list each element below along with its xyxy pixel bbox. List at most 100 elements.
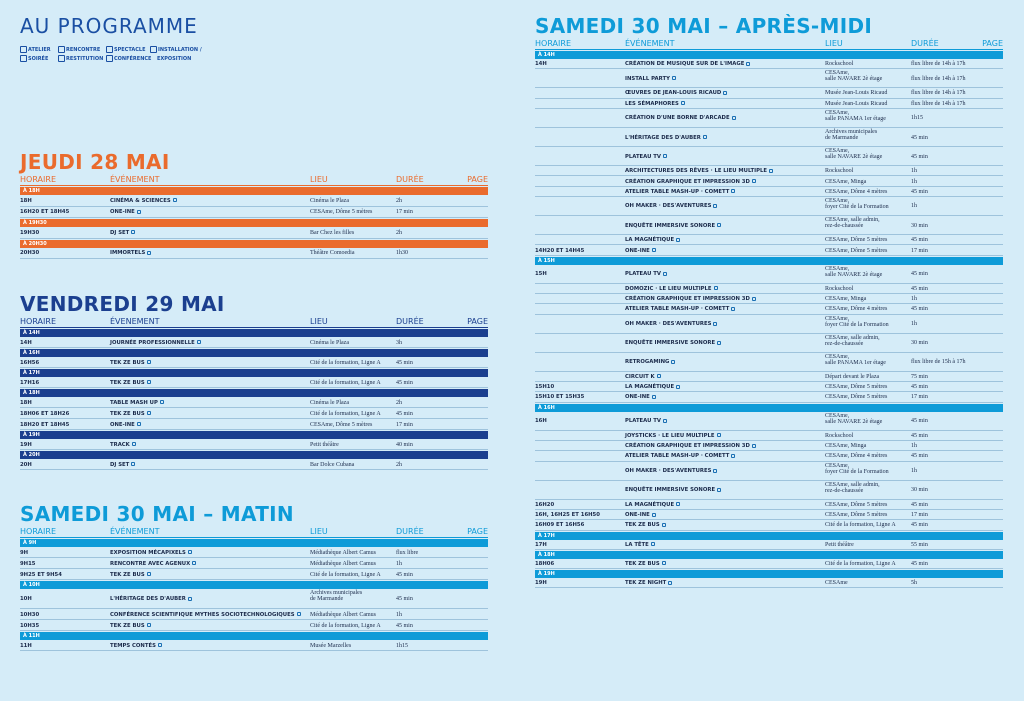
row-event: L'HÉRITAGE DES D'AUBER [625, 135, 707, 141]
row-duree: 45 min [911, 271, 928, 278]
row-duree: 1h30 [396, 250, 408, 257]
row-event: OH MAKER · DES'AVENTURES [625, 321, 718, 328]
row-lieu: CESAme, salle NAVARE 2è étage [825, 148, 883, 161]
row-duree: 45 min [396, 379, 413, 386]
row-event-label: DJ SET [110, 229, 130, 236]
event-type-icon [662, 154, 667, 159]
row-duree: 1h [911, 168, 917, 175]
row-event-label: OH MAKER · DES'AVENTURES [625, 468, 712, 475]
row-event: LA TÊTE [625, 542, 655, 548]
event-type-icon [713, 321, 718, 326]
row-duree: 1h [396, 611, 402, 618]
header-page: PAGE [467, 527, 488, 536]
table-row: ENQUÊTE IMMERSIVE SONORE CESAme, salle ad… [535, 216, 1003, 236]
table-row: DOMOZIC · LE LIEU MULTIPLE Rockschool 45 m… [535, 284, 1003, 294]
row-event: TEMPS CONTÉS [110, 643, 162, 649]
table-row: JOYSTICKS · LE LIEU MULTIPLE Rockschool 45… [535, 431, 1003, 441]
atelier-icon [20, 46, 27, 53]
row-lieu: Rockschool [825, 285, 854, 292]
row-lieu: CESAme, Dôme 5 mètres [825, 237, 888, 244]
row-duree: 45 min [396, 596, 413, 603]
table-row: LES SÉMAPHORES Musée Jean-Louis Ricaud flu… [535, 99, 1003, 109]
row-lieu: Rockschool [825, 61, 854, 68]
row-event-label: EXPOSITION MÉCAPIXELS [110, 549, 186, 556]
row-time: 14H20 ET 14H45 [535, 247, 585, 254]
legend-installation: INSTALLATION / [150, 46, 202, 54]
table-row: INSTALL PARTY CESAme, salle NAVARE 2è éta… [535, 69, 1003, 89]
row-event-label: LA MAGNÉTIQUE [625, 237, 675, 244]
event-type-icon [731, 115, 736, 120]
row-duree: 40 min [396, 441, 413, 448]
row-lieu: CESAme, salle admin, rez-de-chaussée [825, 217, 880, 230]
table-row: 11H TEMPS CONTÉS Musée Marzelles 1h15 [20, 640, 488, 652]
table-row: OH MAKER · DES'AVENTURES CESAme, foyer Ci… [535, 197, 1003, 217]
time-bar: À 18H [535, 550, 1003, 559]
event-type-icon [716, 433, 721, 438]
row-duree: 17 min [911, 394, 928, 401]
event-type-icon [651, 248, 656, 252]
time-bar: À 14H [20, 329, 488, 337]
row-event-label: OH MAKER · DES'AVENTURES [625, 321, 712, 328]
row-time: 19H30 [20, 229, 40, 236]
table-row: CRÉATION GRAPHIQUE ET IMPRESSION 3D CESAm… [535, 441, 1003, 452]
row-event: CONFÉRENCE SCIENTIFIQUE MYTHES SOCIOTECH… [110, 612, 301, 618]
row-duree: 5h [911, 580, 917, 587]
row-event-label: CRÉATION GRAPHIQUE ET IMPRESSION 3D [625, 296, 750, 303]
row-event-label: ONE-INE [625, 512, 650, 519]
row-time: 15H10 [535, 384, 555, 391]
row-lieu: Bar Chez les filles [310, 229, 355, 236]
table-row: ENQUÊTE IMMERSIVE SONORE CESAme, salle ad… [535, 334, 1003, 353]
row-event: ENQUÊTE IMMERSIVE SONORE [625, 487, 722, 494]
row-lieu: Archives municipales de Marmande [310, 590, 363, 602]
row-duree: flux libre de 15h à 17h [911, 359, 966, 366]
legend-conference: CONFÉRENCE [106, 55, 151, 63]
row-event-label: TEK ZE BUS [625, 522, 660, 529]
row-event-label: ENQUÊTE IMMERSIVE SONORE [625, 487, 716, 494]
row-event: OH MAKER · DES'AVENTURES [625, 203, 718, 209]
row-lieu: CESAme, Dôme 5 mètres [825, 394, 888, 401]
time-bar: À 19H [535, 570, 1003, 579]
time-bar: À 20H [20, 451, 488, 459]
section-jeudi: JEUDI 28 MAI HORAIRE ÉVÉNEMENT LIEU DURÉE PAG… [20, 150, 488, 259]
row-lieu: CESAme, salle admin, rez-de-chaussée [825, 334, 880, 347]
row-event: CRÉATION D'UNE BORNE D'ARCADE [625, 115, 736, 121]
time-bar: À 10H [20, 581, 488, 589]
row-event-label: TEK ZE BUS [110, 571, 145, 578]
event-type-icon [296, 612, 301, 617]
table-row: 19H TEK ZE NIGHT CESAme 5h [535, 578, 1003, 589]
row-duree: 1h [911, 296, 917, 303]
table-row: ATELIER TABLE MASH-UP · COMETT CESAme, Dô… [535, 451, 1003, 462]
row-duree: 45 min [911, 188, 928, 195]
row-event: TEK ZE BUS [625, 561, 666, 567]
row-event-label: INSTALL PARTY [625, 75, 670, 82]
time-bar: À 17H [535, 531, 1003, 540]
time-bar: À 18H [20, 389, 488, 397]
row-event: PLATEAU TV [625, 271, 667, 277]
row-duree: flux libre de 14h à 17h [911, 61, 966, 68]
row-duree: 45 min [911, 134, 928, 141]
header-page: PAGE [982, 39, 1003, 48]
table-row: 18H20 ET 18H45 ONE-INE CESAme, Dôme 5 mètr… [20, 419, 488, 430]
row-lieu: CESAme, Dôme 5 mètres [825, 384, 888, 391]
row-duree: 45 min [911, 501, 928, 508]
row-time: 10H30 [20, 611, 40, 618]
row-event: TEK ZE BUS [110, 411, 151, 417]
header-lieu: LIEU [310, 527, 328, 536]
row-duree: 17 min [396, 209, 413, 216]
row-event-label: ENQUÊTE IMMERSIVE SONORE [625, 222, 716, 229]
table-row: 16H09 ET 16H56 TEK ZE BUS Cité de la forma… [535, 520, 1003, 531]
table-row: 9H EXPOSITION MÉCAPIXELS Médiathèque Alber… [20, 547, 488, 558]
row-lieu: CESAme, salle NAVARE 2è étage [825, 70, 883, 83]
event-type-icon [731, 189, 736, 194]
table-row: 18H06 TEK ZE BUS Cité de la formation, Lig… [535, 559, 1003, 570]
row-lieu: Musée Jean-Louis Ricaud [825, 90, 888, 97]
row-duree: 45 min [911, 384, 928, 391]
row-time: 9H15 [20, 560, 36, 567]
header-horaire: HORAIRE [20, 175, 56, 184]
event-type-icon [187, 596, 192, 601]
event-type-icon [650, 542, 655, 547]
row-duree: 45 min [911, 560, 928, 567]
row-lieu: CESAme, Minga [825, 296, 867, 303]
event-type-icon [713, 203, 718, 208]
table-row: 18H TABLE MASH UP Cinéma le Plaza 2h [20, 397, 488, 408]
